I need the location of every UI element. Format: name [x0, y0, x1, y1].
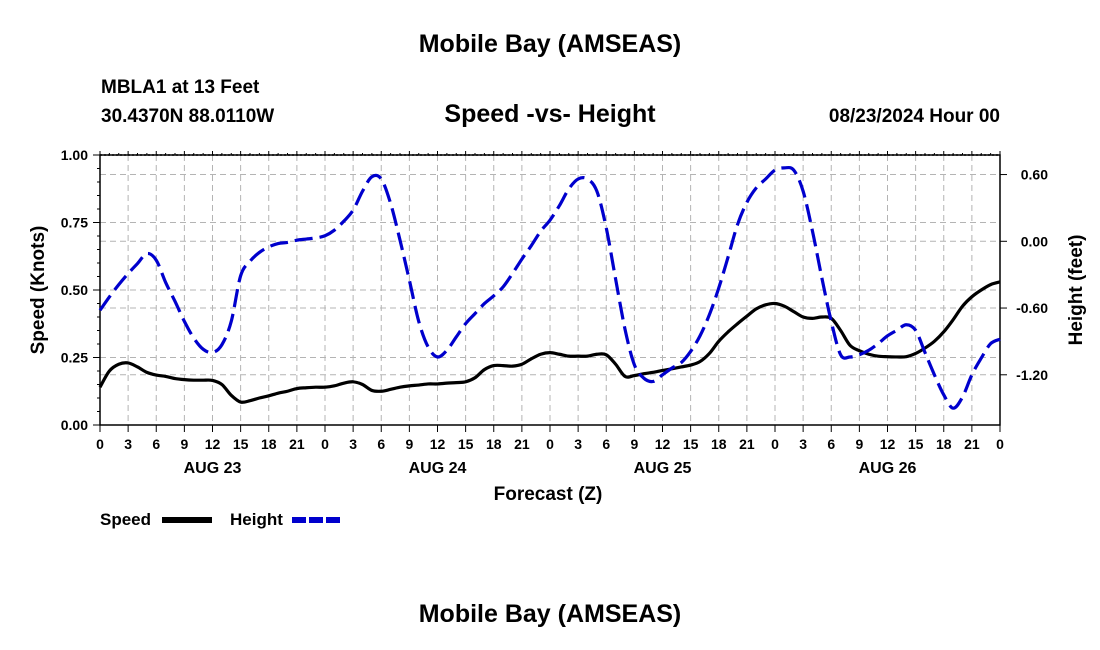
y-left-tick-label: 1.00	[61, 147, 88, 163]
y-left-axis-title: Speed (Knots)	[28, 226, 49, 355]
x-tick-label: 3	[124, 436, 132, 452]
forecast-run-time: 08/23/2024 Hour 00	[828, 106, 1000, 127]
legend-label-speed: Speed	[100, 510, 151, 529]
x-tick-label: 3	[349, 436, 357, 452]
x-tick-label: 9	[855, 436, 863, 452]
x-tick-label: 6	[602, 436, 610, 452]
x-tick-label: 0	[96, 436, 104, 452]
x-tick-label: 21	[289, 436, 305, 452]
x-tick-label: 9	[630, 436, 638, 452]
legend-label-height: Height	[230, 510, 283, 529]
speed-height-chart: 0 3 6 9 12 15 18 21 0 3 6 9 12 15 18 21 0 3 6 9 12 15 18 21 0 3 6 9…	[28, 147, 1087, 529]
y-left-tick-label: 0.25	[61, 350, 88, 366]
speed-series-line	[98, 280, 1001, 404]
y-left-tick-label: 0.75	[61, 215, 88, 231]
y-left-tick-label: 0.00	[61, 417, 88, 433]
x-tick-label: 0	[321, 436, 329, 452]
x-tick-label: 6	[377, 436, 385, 452]
chart-legend: Speed Height	[100, 510, 342, 529]
day-label: AUG 25	[634, 460, 692, 477]
x-tick-label: 12	[205, 436, 221, 452]
day-label: AUG 26	[859, 460, 917, 477]
station-label: MBLA1 at 13 Feet	[101, 77, 260, 98]
x-tick-label: 0	[771, 436, 779, 452]
chart-subtitle: Speed -vs- Height	[444, 100, 656, 128]
x-tick-label: 12	[430, 436, 446, 452]
x-tick-label: 6	[827, 436, 835, 452]
x-tick-label: 15	[458, 436, 474, 452]
x-tick-label: 9	[405, 436, 413, 452]
station-coordinates: 30.4370N 88.0110W	[101, 106, 275, 127]
day-label: AUG 24	[409, 460, 467, 477]
x-tick-label: 6	[152, 436, 160, 452]
chart-grid	[100, 155, 1000, 425]
day-label: AUG 23	[184, 460, 242, 477]
y-right-axis-title: Height (feet)	[1066, 235, 1087, 346]
x-tick-label: 15	[683, 436, 699, 452]
chart-title: Mobile Bay (AMSEAS)	[418, 30, 682, 58]
x-tick-label: 18	[936, 436, 952, 452]
x-tick-label: 15	[908, 436, 924, 452]
x-tick-label: 12	[655, 436, 671, 452]
x-axis-title: Forecast (Z)	[494, 484, 603, 505]
y-right-tick-label: -1.20	[1016, 367, 1048, 383]
x-tick-label: 9	[180, 436, 188, 452]
chart-series	[98, 165, 1001, 410]
x-tick-label: 18	[711, 436, 727, 452]
y-right-tick-label: -0.60	[1016, 300, 1048, 316]
x-tick-label: 3	[574, 436, 582, 452]
y-right-tick-label: 0.60	[1021, 167, 1048, 183]
x-tick-label: 12	[880, 436, 896, 452]
x-tick-label: 15	[233, 436, 249, 452]
chart-axes: 0 3 6 9 12 15 18 21 0 3 6 9 12 15 18 21 0 3 6 9 12 15 18 21 0 3 6 9…	[28, 147, 1087, 505]
x-tick-label: 21	[514, 436, 530, 452]
x-tick-label: 3	[799, 436, 807, 452]
x-tick-label: 21	[739, 436, 755, 452]
repeated-chart-title: Mobile Bay (AMSEAS)	[418, 600, 682, 628]
x-tick-label: 0	[996, 436, 1004, 452]
height-series-line	[98, 165, 1001, 410]
x-tick-label: 0	[546, 436, 554, 452]
x-tick-label: 21	[964, 436, 980, 452]
x-tick-label: 18	[486, 436, 502, 452]
x-tick-label: 18	[261, 436, 277, 452]
y-right-tick-label: 0.00	[1021, 233, 1048, 249]
y-left-tick-label: 0.50	[61, 282, 88, 298]
